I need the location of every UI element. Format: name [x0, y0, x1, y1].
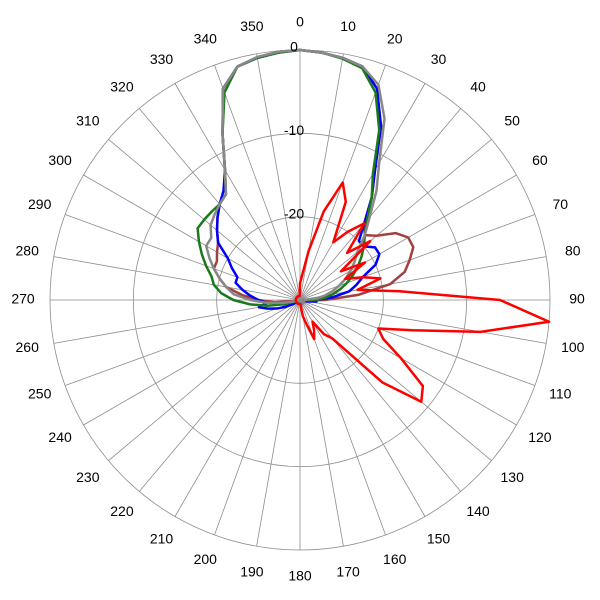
angle-tick-label: 340 [194, 30, 218, 46]
angle-tick-label: 270 [11, 291, 35, 307]
radial-tick-label: 0 [290, 39, 298, 55]
radial-tick-label: -10 [284, 122, 304, 138]
spoke-line [138, 299, 301, 492]
spoke-line [53, 256, 301, 301]
angle-tick-label: 250 [28, 385, 52, 401]
spoke-line [174, 83, 301, 301]
spoke-line [299, 299, 462, 492]
angle-tick-label: 170 [336, 563, 360, 579]
radial-tick-label: -20 [284, 205, 304, 221]
series-line [212, 48, 415, 306]
spoke-line [299, 108, 462, 301]
spoke-line [299, 256, 547, 301]
angle-tick-label: 280 [16, 243, 40, 259]
angle-tick-label: 90 [569, 291, 585, 307]
spoke-line [299, 83, 426, 301]
angle-tick-label: 10 [340, 18, 356, 34]
angle-tick-label: 60 [532, 152, 548, 168]
angle-tick-label: 300 [48, 152, 72, 168]
angle-tick-label: 180 [288, 568, 312, 584]
angle-tick-label: 30 [431, 51, 447, 67]
series-line [294, 181, 551, 404]
angle-tick-label: 320 [110, 79, 134, 95]
spoke-line [256, 53, 301, 301]
labels: 0 10 20 30 40 50 60 70 80 90 100 110 120 130 140 150 160… [11, 14, 585, 584]
angle-tick-label: 70 [553, 196, 569, 212]
spoke-line [299, 299, 492, 462]
angle-tick-label: 260 [16, 339, 40, 355]
spoke-line [299, 299, 536, 386]
angle-tick-label: 100 [561, 339, 585, 355]
angle-tick-label: 20 [387, 30, 403, 46]
spoke-line [83, 174, 301, 301]
angle-tick-label: 310 [76, 113, 100, 129]
angle-tick-label: 110 [549, 385, 572, 401]
spoke-line [256, 299, 301, 547]
angle-tick-label: 80 [565, 243, 581, 259]
grid [49, 49, 551, 551]
angle-tick-label: 150 [427, 531, 451, 547]
angle-tick-label: 230 [76, 469, 100, 485]
spoke-line [299, 299, 426, 517]
spoke-line [299, 299, 547, 344]
spoke-line [214, 64, 301, 301]
spoke-line [64, 214, 301, 301]
spoke-line [108, 299, 301, 462]
angle-tick-label: 330 [150, 51, 174, 67]
angle-tick-label: 120 [528, 429, 552, 445]
angle-tick-label: 140 [466, 503, 490, 519]
spoke-line [83, 299, 301, 426]
spoke-line [299, 214, 536, 301]
spoke-line [174, 299, 301, 517]
angle-tick-label: 50 [504, 113, 520, 129]
angle-tick-label: 290 [28, 196, 52, 212]
angle-tick-label: 350 [240, 18, 264, 34]
angle-tick-label: 130 [501, 469, 525, 485]
spoke-line [299, 299, 344, 547]
angle-tick-label: 210 [150, 531, 174, 547]
angle-tick-label: 40 [470, 79, 486, 95]
angle-tick-label: 240 [48, 429, 72, 445]
ring-line [132, 132, 468, 468]
angle-tick-label: 200 [194, 551, 218, 567]
angle-tick-label: 220 [110, 503, 134, 519]
plot-area [196, 48, 551, 404]
angle-tick-label: 160 [383, 551, 407, 567]
spoke-line [64, 299, 301, 386]
ring-line [216, 216, 384, 384]
spoke-line [299, 299, 517, 426]
angle-tick-label: 0 [296, 14, 304, 30]
angle-tick-label: 190 [240, 563, 264, 579]
spoke-line [299, 138, 492, 301]
spoke-line [214, 299, 301, 536]
